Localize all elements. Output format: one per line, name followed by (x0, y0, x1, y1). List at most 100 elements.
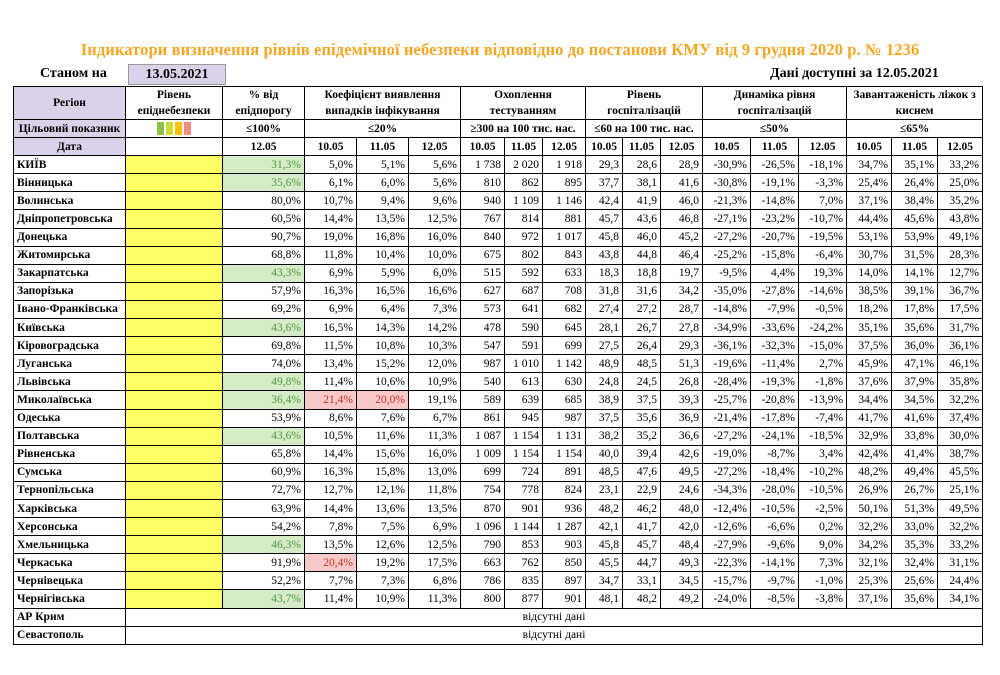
table-row: Львівська 49,8% 11,4% 10,6% 10,9% 540 613 630 24… (13, 372, 984, 392)
hosp-dynamics-value: 0,2% (798, 517, 848, 537)
hospitalization-value: 41,9 (622, 191, 662, 211)
detection-rate: 7,6% (356, 408, 409, 428)
testing-value: 1 146 (542, 191, 587, 211)
detection-rate: 10,9% (407, 372, 462, 392)
target-testing: ≥300 на 100 тис. нас. (460, 118, 587, 139)
testing-value: 790 (460, 535, 506, 555)
hospitalization-value: 28,6 (622, 155, 662, 175)
hospitalization-value: 41,6 (660, 173, 704, 193)
testing-value: 1 109 (504, 191, 544, 211)
report-meta: Станом на 13.05.2021 Дані доступні за 12… (0, 64, 1000, 85)
detection-rate: 16,8% (356, 227, 409, 247)
hosp-dynamics-value: -19,3% (750, 372, 800, 392)
oxygen-beds-value: 43,8% (937, 209, 984, 229)
hosp-dynamics-value: -18,1% (798, 155, 848, 175)
hosp-dynamics-value: -8,7% (750, 444, 800, 464)
occupancy-pct: 74,0% (222, 354, 305, 374)
hosp-dynamics-value: -28,4% (702, 372, 752, 392)
oxygen-beds-value: 33,2% (937, 535, 984, 555)
hospitalization-value: 51,3 (660, 354, 704, 374)
hospitalization-value: 48,4 (660, 535, 704, 555)
detection-rate: 14,4% (304, 444, 357, 464)
detection-rate: 14,4% (304, 209, 357, 229)
testing-value: 940 (460, 191, 506, 211)
testing-value: 987 (460, 354, 506, 374)
table-row: Волинська 80,0% 10,7% 9,4% 9,6% 940 1 109 1 146… (13, 191, 984, 211)
oxygen-beds-value: 35,6% (891, 589, 939, 609)
occupancy-pct: 60,9% (222, 462, 305, 482)
date-row: Дата 12.05 10.05 11.05 12.05 10.05 11.05… (13, 137, 984, 157)
testing-value: 633 (542, 263, 587, 283)
hosp-dynamics-value: -7,9% (750, 299, 800, 320)
table-row-no-data: Севастополь відсутні дані (13, 625, 984, 645)
testing-value: 1 009 (460, 444, 506, 464)
hosp-dynamics-value: -21,3% (702, 191, 752, 211)
oxygen-beds-value: 46,1% (937, 354, 984, 374)
oxygen-beds-value: 28,3% (937, 245, 984, 265)
region-name: Івано-Франківська (13, 299, 126, 320)
table-row: Закарпатська 43,3% 6,9% 5,9% 6,0% 515 592 633 18… (13, 263, 984, 283)
hosp-dynamics-value: -10,5% (750, 498, 800, 519)
oxygen-beds-value: 32,2% (846, 517, 893, 537)
table-row: Кіровоградська 69,8% 11,5% 10,8% 10,3% 547 591… (13, 336, 984, 356)
hospitalization-value: 42,1 (585, 517, 624, 537)
target-label: Цільовий показник (13, 118, 126, 139)
hosp-dynamics-value: -24,0% (702, 589, 752, 609)
testing-value: 1 154 (504, 426, 544, 446)
region-name: Чернівецька (13, 571, 126, 591)
oxygen-beds-value: 35,1% (891, 155, 939, 175)
hosp-dynamics-value: -17,8% (750, 408, 800, 428)
hosp-dynamics-value: -34,9% (702, 318, 752, 338)
hosp-dynamics-value: -14,8% (750, 191, 800, 211)
detection-rate: 10,9% (356, 589, 409, 609)
level-cell (125, 517, 223, 537)
table-row: Вінницька 35,6% 6,1% 6,0% 5,6% 810 862 895 37,7 3… (13, 173, 984, 193)
hospitalization-value: 48,5 (585, 462, 624, 482)
hosp-dynamics-value: -20,7% (750, 227, 800, 247)
hosp-dynamics-value: -19,5% (798, 227, 848, 247)
detection-rate: 15,6% (356, 444, 409, 464)
hospitalization-value: 34,5 (660, 571, 704, 591)
testing-value: 1 154 (542, 444, 587, 464)
oxygen-beds-value: 34,5% (891, 390, 939, 410)
occupancy-pct: 60,5% (222, 209, 305, 229)
testing-value: 1 738 (460, 155, 506, 175)
hosp-dynamics-value: -9,7% (750, 571, 800, 591)
hospitalization-value: 45,7 (622, 535, 662, 555)
oxygen-beds-value: 25,6% (891, 571, 939, 591)
occupancy-pct: 54,2% (222, 517, 305, 537)
hosp-dynamics-value: -1,0% (798, 571, 848, 591)
level-cell (125, 245, 223, 265)
oxygen-beds-value: 41,4% (891, 444, 939, 464)
level-cell (125, 354, 223, 374)
hospitalization-value: 47,6 (622, 462, 662, 482)
hospitalization-value: 18,8 (622, 263, 662, 283)
detection-rate: 13,4% (304, 354, 357, 374)
header-region: Регіон (13, 86, 126, 120)
hospitalization-value: 24,5 (622, 372, 662, 392)
hosp-dynamics-value: -7,4% (798, 408, 848, 428)
hospitalization-value: 27,8 (660, 318, 704, 338)
detection-rate: 19,0% (304, 227, 357, 247)
hosp-dynamics-value: 7,3% (798, 553, 848, 573)
hospitalization-value: 26,8 (660, 372, 704, 392)
oxygen-beds-value: 33,2% (937, 155, 984, 175)
testing-value: 1 017 (542, 227, 587, 247)
testing-value: 592 (504, 263, 544, 283)
detection-rate: 10,5% (304, 426, 357, 446)
header-level: Рівень епіднебезпеки (125, 86, 223, 120)
oxygen-beds-value: 48,2% (846, 462, 893, 482)
level-cell (125, 227, 223, 247)
hosp-dynamics-value: -8,5% (750, 589, 800, 609)
testing-value: 936 (542, 498, 587, 519)
hospitalization-value: 29,3 (585, 155, 624, 175)
detection-rate: 17,5% (407, 553, 462, 573)
testing-value: 687 (504, 281, 544, 301)
oxygen-beds-value: 38,4% (891, 191, 939, 211)
region-name: Миколаївська (13, 390, 126, 410)
traffic-light-square (175, 122, 182, 136)
hospitalization-value: 49,3 (660, 553, 704, 573)
date-col: 12.05 (407, 137, 462, 157)
occupancy-pct: 52,2% (222, 571, 305, 591)
detection-rate: 11,8% (304, 245, 357, 265)
